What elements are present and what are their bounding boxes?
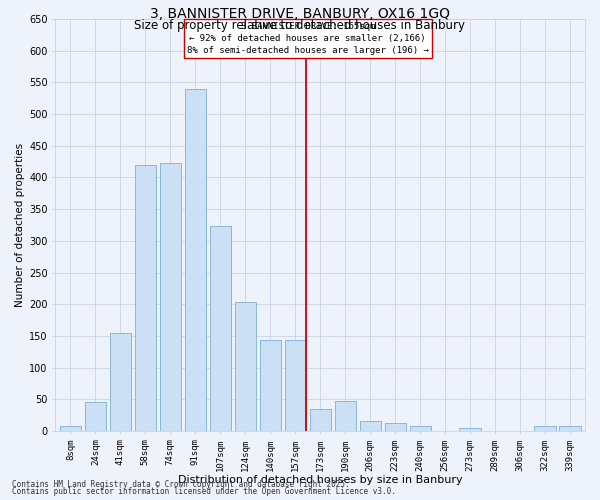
Bar (85, 402, 106, 431)
Bar (110, 332, 131, 431)
Bar (535, 426, 556, 431)
Bar (385, 422, 406, 431)
Text: 3, BANNISTER DRIVE, BANBURY, OX16 1GQ: 3, BANNISTER DRIVE, BANBURY, OX16 1GQ (150, 8, 450, 22)
Bar (185, 88, 206, 431)
Bar (460, 428, 481, 431)
X-axis label: Distribution of detached houses by size in Banbury: Distribution of detached houses by size … (178, 475, 463, 485)
Bar (335, 400, 356, 431)
Text: Contains HM Land Registry data © Crown copyright and database right 2025.: Contains HM Land Registry data © Crown c… (12, 480, 350, 489)
Bar (410, 426, 431, 431)
Text: Contains public sector information licensed under the Open Government Licence v3: Contains public sector information licen… (12, 487, 396, 496)
Bar (60, 426, 81, 431)
Text: Size of property relative to detached houses in Banbury: Size of property relative to detached ho… (134, 18, 466, 32)
Bar (260, 340, 281, 431)
Bar (559, 426, 581, 431)
Bar (235, 302, 256, 431)
Text: 3 BANNISTER DRIVE: 165sqm
← 92% of detached houses are smaller (2,166)
8% of sem: 3 BANNISTER DRIVE: 165sqm ← 92% of detac… (187, 22, 428, 55)
Bar (160, 163, 181, 431)
Bar (135, 165, 156, 431)
Bar (284, 340, 306, 431)
Bar (310, 409, 331, 431)
Bar (359, 422, 381, 431)
Y-axis label: Number of detached properties: Number of detached properties (15, 143, 25, 307)
Bar (209, 226, 231, 431)
